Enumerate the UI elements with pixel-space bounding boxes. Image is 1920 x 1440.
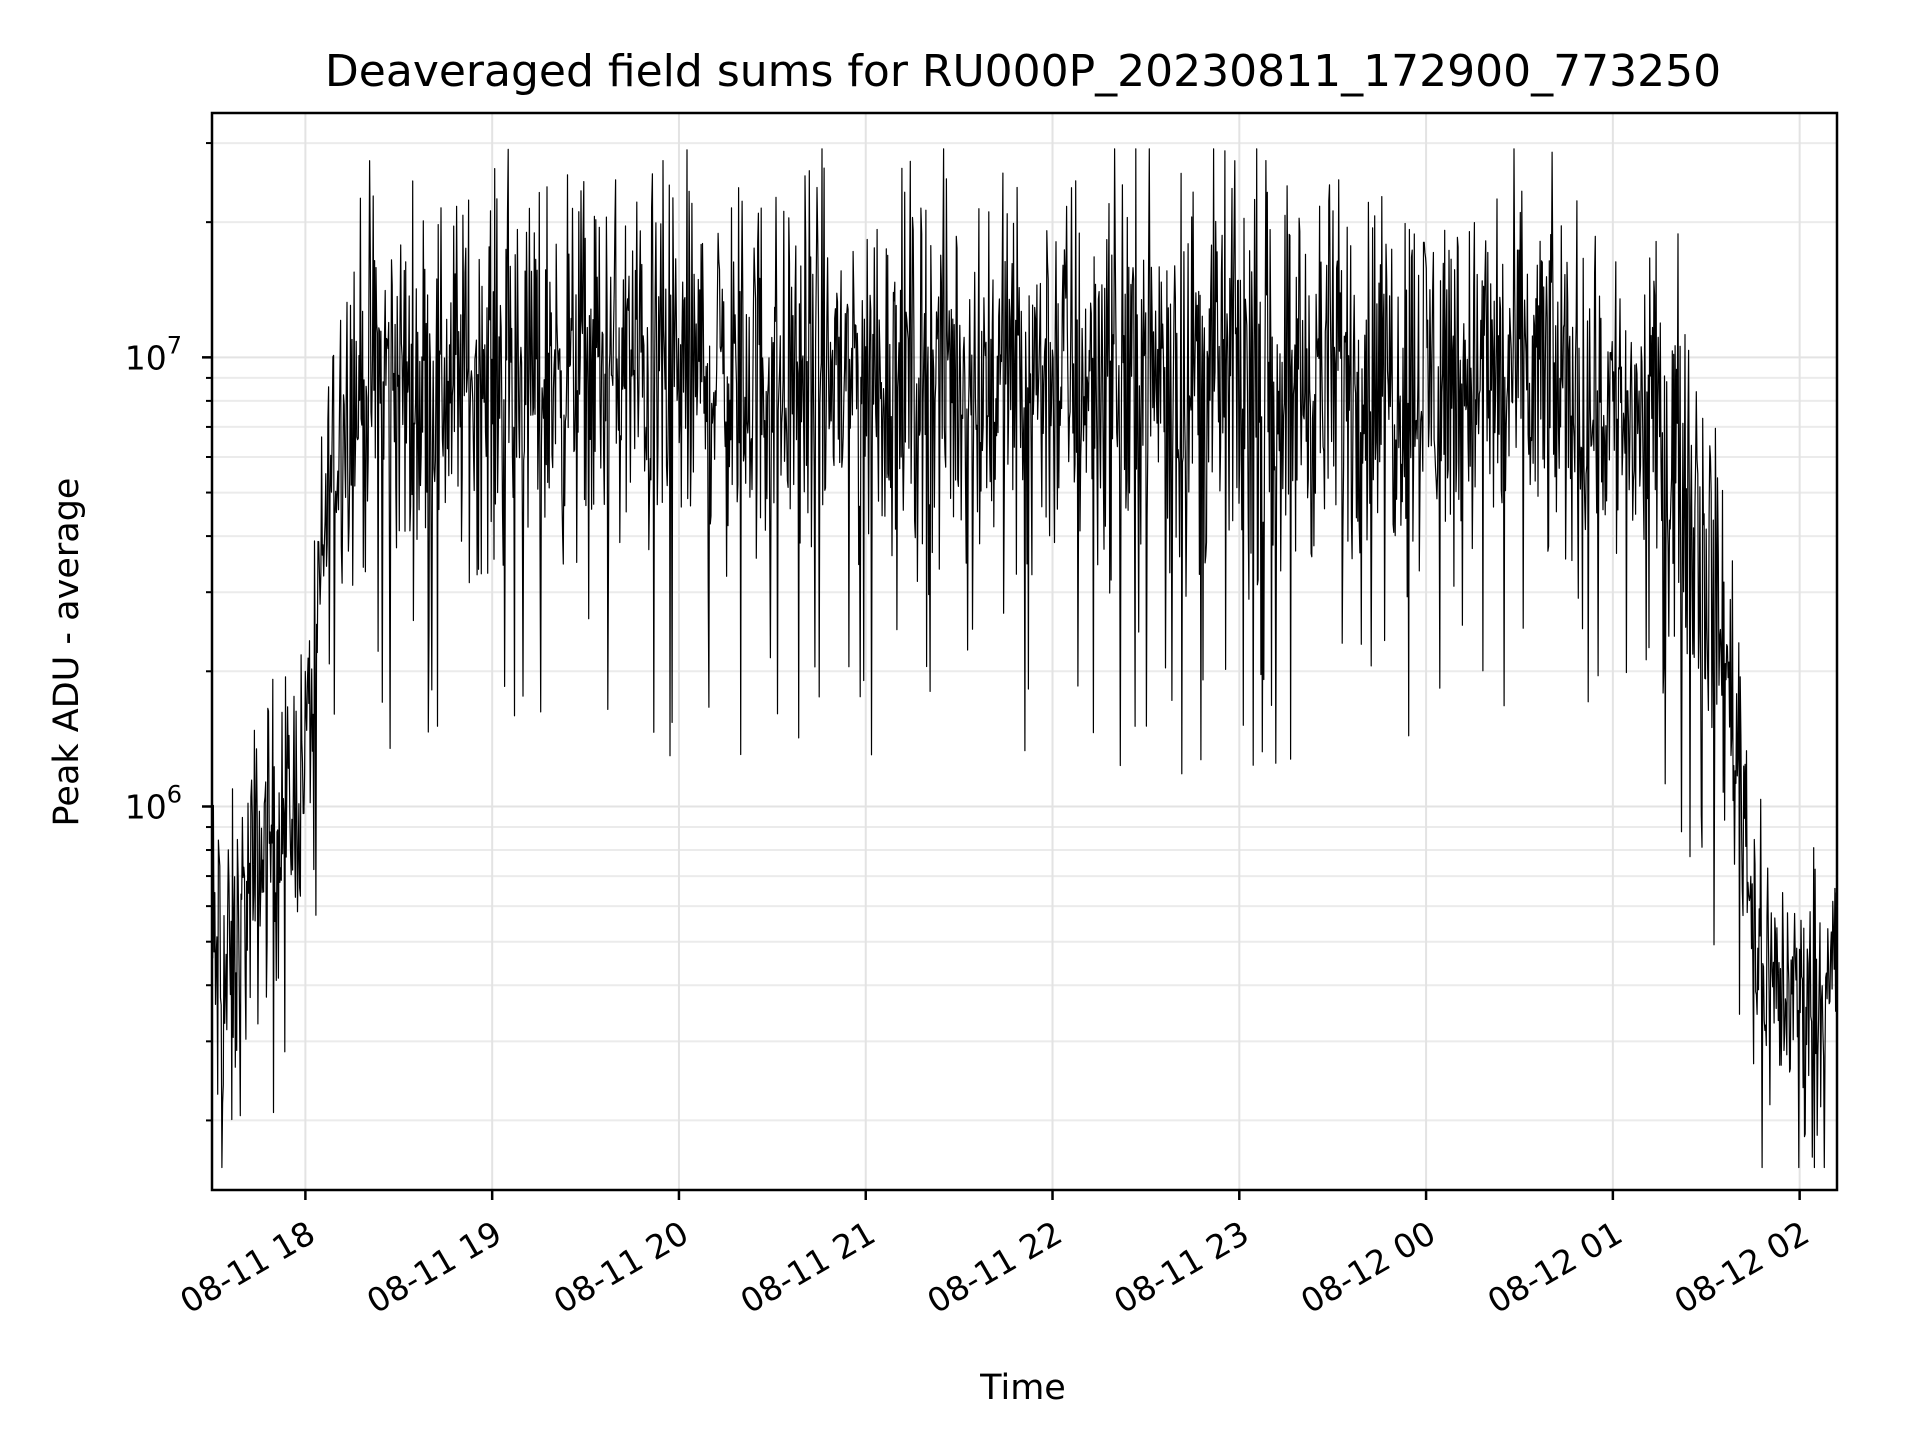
x-tick-label: 08-12 02 (1668, 1213, 1816, 1321)
x-tick-label: 08-11 18 (173, 1213, 321, 1321)
series-line (211, 148, 1838, 1169)
x-tick-label: 08-11 20 (547, 1213, 695, 1321)
y-tick-label: 107 (125, 331, 182, 377)
x-tick-label: 08-11 21 (734, 1213, 882, 1321)
x-tick-label: 08-11 19 (360, 1213, 508, 1321)
x-tick-label: 08-11 22 (921, 1213, 1069, 1321)
y-tick-label: 106 (125, 780, 182, 826)
chart-title: Deaveraged field sums for RU000P_2023081… (325, 46, 1721, 97)
x-tick-label: 08-12 00 (1294, 1213, 1442, 1321)
x-axis-title: Time (979, 1368, 1066, 1408)
x-tick-label: 08-12 01 (1481, 1213, 1629, 1321)
series-layer (211, 148, 1838, 1169)
y-axis: 106 107 (125, 142, 212, 1122)
x-tick-label: 08-11 23 (1107, 1213, 1255, 1321)
x-axis: 08-11 18 08-11 19 08-11 20 08-11 21 08-11 22… (173, 1190, 1816, 1321)
y-axis-title: Peak ADU - average (47, 478, 87, 827)
plot-frame (210, 111, 1839, 1192)
